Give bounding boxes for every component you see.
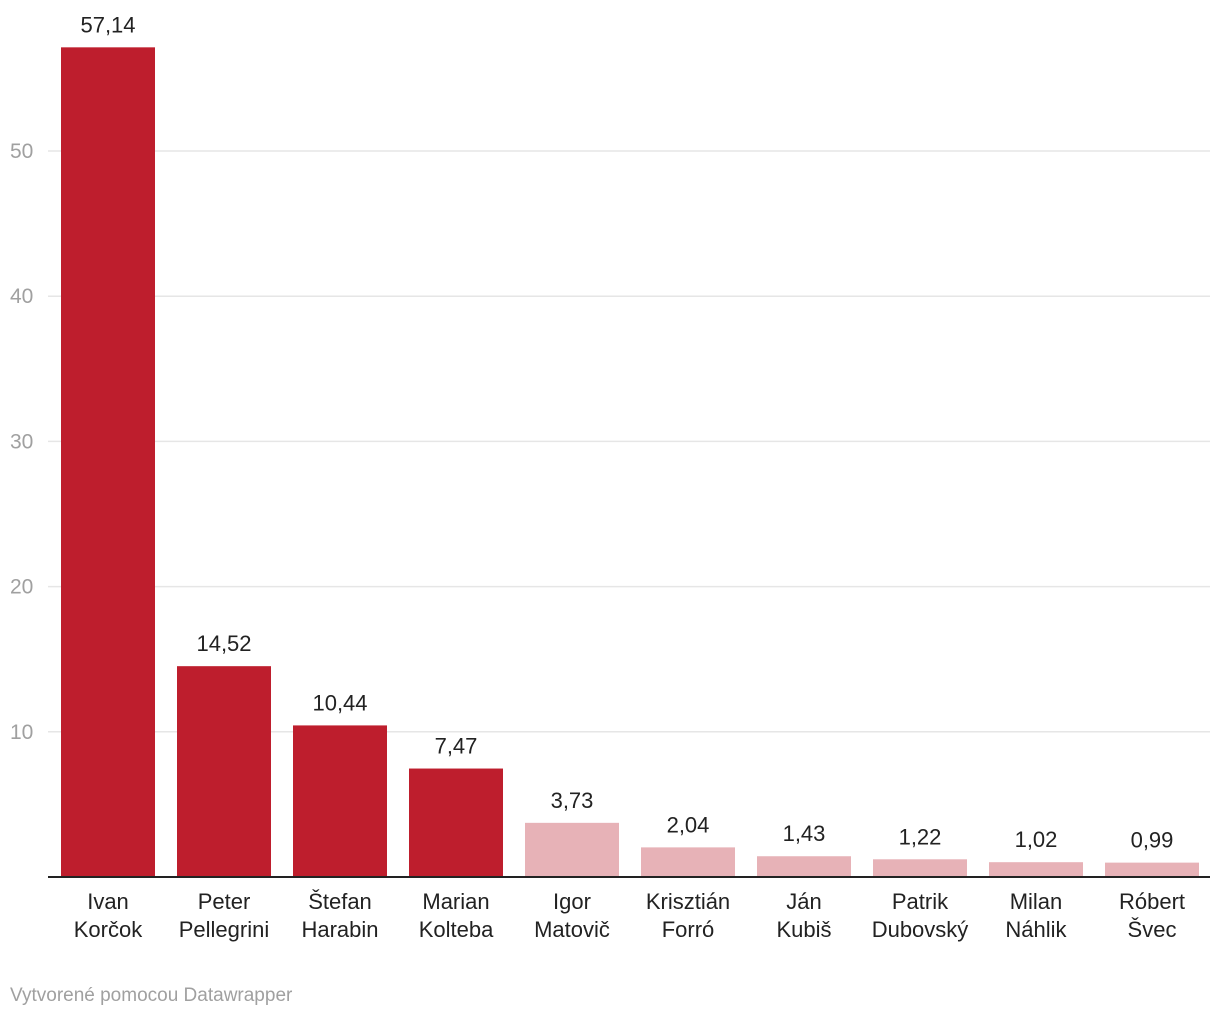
y-tick-label: 10	[10, 721, 33, 744]
labels: 10 20 30 40 50 57,14 Ivan Korčok 14,52 Peter Pelle…	[10, 12, 1185, 942]
bar	[757, 856, 851, 877]
bar	[1105, 862, 1199, 877]
x-tick-label: Matovič	[534, 917, 610, 942]
data-label: 14,52	[196, 631, 251, 656]
bar	[177, 666, 271, 877]
data-label: 7,47	[435, 734, 478, 759]
footer-credit: Vytvorené pomocou Datawrapper	[10, 985, 293, 1006]
x-tick-label: Švec	[1128, 917, 1177, 942]
bar-chart: 10 20 30 40 50 57,14 Ivan Korčok 14,52 Peter Pelle…	[10, 12, 1210, 942]
data-label: 10,44	[312, 690, 367, 715]
x-tick-label: Štefan	[308, 889, 372, 914]
bar	[989, 862, 1083, 877]
bars	[61, 47, 1199, 877]
x-tick-label: Ján	[786, 889, 821, 914]
data-label: 3,73	[551, 788, 594, 813]
y-tick-label: 20	[10, 576, 33, 599]
x-tick-label: Kolteba	[419, 917, 494, 942]
data-label: 1,43	[783, 821, 826, 846]
data-label: 0,99	[1131, 828, 1174, 853]
x-tick-label: Ivan	[87, 889, 129, 914]
y-tick-label: 30	[10, 430, 33, 453]
x-tick-label: Kubiš	[776, 917, 831, 942]
x-tick-label: Peter	[198, 889, 251, 914]
x-tick-label: Dubovský	[872, 917, 969, 942]
x-tick-label: Marian	[422, 889, 489, 914]
data-label: 1,02	[1015, 827, 1058, 852]
x-tick-label: Krisztián	[646, 889, 730, 914]
data-label: 2,04	[667, 812, 710, 837]
data-label: 57,14	[80, 12, 135, 37]
x-tick-label: Korčok	[74, 917, 143, 942]
x-tick-label: Patrik	[892, 889, 949, 914]
x-tick-label: Milan	[1010, 889, 1063, 914]
bar	[641, 847, 735, 877]
y-tick-label: 40	[10, 285, 33, 308]
data-label: 1,22	[899, 824, 942, 849]
x-tick-label: Harabin	[301, 917, 378, 942]
x-tick-label: Forró	[662, 917, 715, 942]
x-tick-label: Pellegrini	[179, 917, 270, 942]
bar	[525, 822, 619, 877]
x-tick-label: Igor	[553, 889, 591, 914]
x-tick-label: Róbert	[1119, 889, 1185, 914]
bar	[409, 768, 503, 877]
bar	[293, 725, 387, 877]
bar	[873, 859, 967, 877]
bar	[61, 47, 155, 877]
gridlines	[48, 150, 1210, 733]
y-tick-label: 50	[10, 140, 33, 163]
x-tick-label: Náhlik	[1005, 917, 1067, 942]
